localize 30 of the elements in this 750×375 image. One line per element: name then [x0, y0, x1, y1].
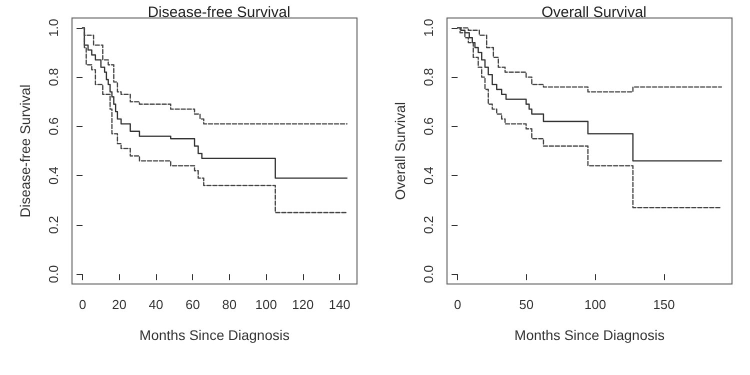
y-tick-label: 0.6 [421, 117, 436, 136]
x-tick-label: 60 [185, 297, 200, 312]
x-tick-label: 20 [112, 297, 127, 312]
x-tick-label: 100 [584, 297, 606, 312]
y-axis-title: Disease-free Survival [17, 84, 33, 218]
x-tick-label: 150 [653, 297, 675, 312]
x-tick-label: 50 [519, 297, 534, 312]
y-tick-label: 0.0 [421, 265, 436, 284]
x-axis-title: Months Since Diagnosis [514, 327, 665, 343]
x-axis-title: Months Since Diagnosis [139, 327, 290, 343]
y-axis-title: Overall Survival [392, 102, 408, 200]
y-tick-label: 0.8 [46, 68, 61, 86]
y-tick-label: 0.4 [46, 166, 61, 185]
y-tick-label: 0.8 [421, 68, 436, 86]
y-tick-label: 0.0 [46, 265, 61, 284]
y-tick-label: 0.4 [421, 166, 436, 185]
y-tick-label: 0.2 [46, 216, 61, 234]
x-tick-label: 40 [148, 297, 164, 312]
x-tick-label: 0 [78, 297, 86, 312]
x-tick-label: 80 [222, 297, 237, 312]
y-tick-label: 1.0 [46, 18, 61, 37]
x-tick-label: 100 [255, 297, 277, 312]
y-tick-label: 0.6 [46, 117, 61, 136]
y-tick-label: 1.0 [421, 18, 436, 37]
chart-title: Disease-free Survival [148, 4, 290, 21]
x-tick-label: 0 [454, 297, 462, 312]
chart-title: Overall Survival [541, 4, 647, 21]
y-tick-label: 0.2 [421, 216, 436, 234]
x-tick-label: 140 [328, 297, 350, 312]
x-tick-label: 120 [292, 297, 314, 312]
